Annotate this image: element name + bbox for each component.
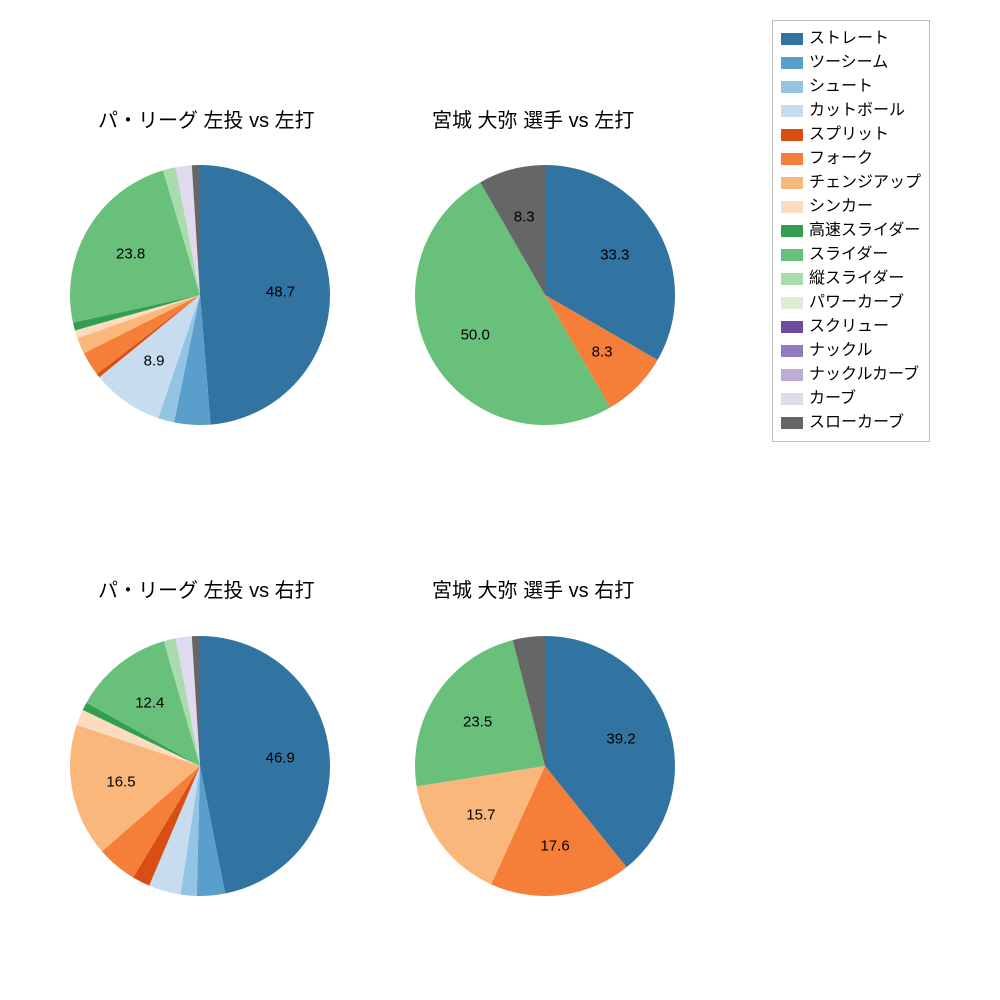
legend-swatch: [781, 417, 803, 429]
legend-item: スライダー: [781, 243, 921, 267]
legend-label: スローカーブ: [809, 411, 904, 435]
legend-swatch: [781, 369, 803, 381]
pie-slice-label: 33.3: [600, 246, 629, 263]
legend-label: スライダー: [809, 243, 888, 267]
legend-label: シュート: [809, 75, 873, 99]
legend-item: シュート: [781, 75, 921, 99]
pie-chart: [415, 636, 675, 896]
legend-item: スプリット: [781, 123, 921, 147]
chart-title: 宮城 大弥 選手 vs 左打: [432, 104, 634, 133]
legend-item: ナックル: [781, 339, 921, 363]
legend-item: ストレート: [781, 27, 921, 51]
legend-item: カーブ: [781, 387, 921, 411]
legend: ストレートツーシームシュートカットボールスプリットフォークチェンジアップシンカー…: [772, 20, 930, 442]
legend-label: 高速スライダー: [809, 219, 920, 243]
legend-label: フォーク: [809, 147, 873, 171]
legend-label: ツーシーム: [809, 51, 888, 75]
pie-slice-label: 46.9: [266, 750, 295, 767]
legend-label: スプリット: [809, 123, 889, 147]
legend-swatch: [781, 153, 803, 165]
legend-item: カットボール: [781, 99, 921, 123]
legend-swatch: [781, 177, 803, 189]
legend-item: チェンジアップ: [781, 171, 921, 195]
pie-slice-label: 23.5: [463, 713, 492, 730]
pie-slice-label: 12.4: [135, 694, 164, 711]
legend-swatch: [781, 57, 803, 69]
legend-label: チェンジアップ: [809, 171, 921, 195]
legend-item: パワーカーブ: [781, 291, 921, 315]
legend-item: 高速スライダー: [781, 219, 921, 243]
pie-slice-label: 23.8: [116, 245, 145, 262]
legend-item: スクリュー: [781, 315, 921, 339]
chart-title: パ・リーグ 左投 vs 右打: [98, 574, 315, 603]
chart-title: 宮城 大弥 選手 vs 右打: [432, 574, 634, 603]
legend-item: ナックルカーブ: [781, 363, 921, 387]
pie-chart: [415, 165, 675, 425]
legend-swatch: [781, 297, 803, 309]
legend-label: ナックルカーブ: [809, 363, 919, 387]
chart-title: パ・リーグ 左投 vs 左打: [98, 104, 315, 133]
legend-swatch: [781, 225, 803, 237]
legend-swatch: [781, 81, 803, 93]
pie-slice-label: 39.2: [606, 731, 635, 748]
legend-label: ナックル: [809, 339, 873, 363]
legend-swatch: [781, 393, 803, 405]
legend-item: シンカー: [781, 195, 921, 219]
chart-stage: パ・リーグ 左投 vs 左打 48.7 8.9 23.8 宮城 大弥 選手 vs 左打 3…: [0, 0, 1000, 1000]
pie-slice-label: 15.7: [466, 806, 495, 823]
pie-slice-label: 48.7: [266, 283, 295, 300]
pie-slice-label: 50.0: [461, 327, 490, 344]
legend-item: 縦スライダー: [781, 267, 921, 291]
pie-slice-label: 8.3: [514, 209, 535, 226]
legend-swatch: [781, 201, 803, 213]
legend-item: フォーク: [781, 147, 921, 171]
legend-swatch: [781, 129, 803, 141]
legend-swatch: [781, 345, 803, 357]
legend-label: ストレート: [809, 27, 889, 51]
legend-label: シンカー: [809, 195, 873, 219]
legend-label: カットボール: [809, 99, 905, 123]
legend-label: パワーカーブ: [809, 291, 904, 315]
pie-slice-label: 8.3: [592, 343, 613, 360]
pie-slice-label: 16.5: [106, 773, 135, 790]
legend-item: ツーシーム: [781, 51, 921, 75]
legend-swatch: [781, 249, 803, 261]
pie-slice-label: 8.9: [144, 353, 165, 370]
legend-label: スクリュー: [809, 315, 889, 339]
legend-swatch: [781, 273, 803, 285]
pie-slice-label: 17.6: [540, 837, 569, 854]
legend-label: 縦スライダー: [809, 267, 904, 291]
legend-item: スローカーブ: [781, 411, 921, 435]
legend-swatch: [781, 105, 803, 117]
legend-swatch: [781, 33, 803, 45]
legend-label: カーブ: [809, 387, 856, 411]
legend-swatch: [781, 321, 803, 333]
